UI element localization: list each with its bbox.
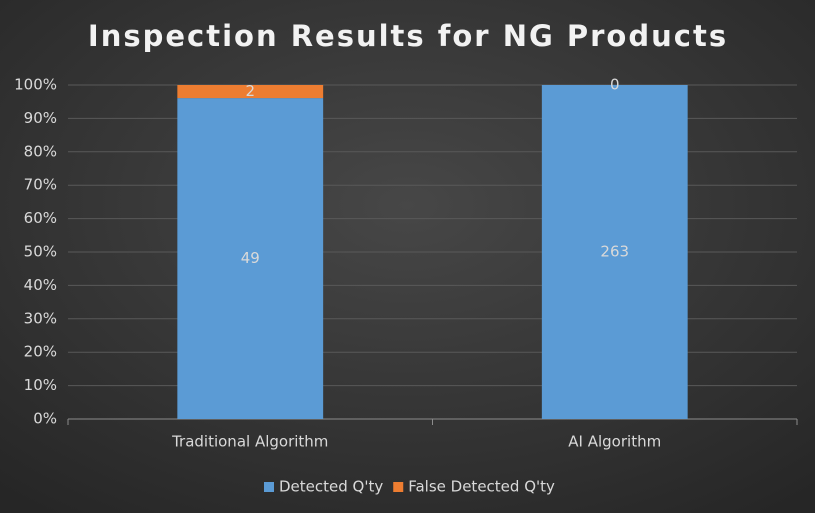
y-tick-label: 90%: [24, 109, 57, 127]
data-label: 2: [245, 82, 255, 100]
x-tick-label: AI Algorithm: [568, 433, 661, 451]
y-tick-label: 10%: [24, 376, 57, 394]
legend-label: Detected Q'ty: [279, 478, 383, 496]
data-label: 263: [600, 243, 629, 261]
y-tick-label: 100%: [14, 76, 57, 94]
data-label: 49: [241, 249, 260, 267]
y-tick-label: 30%: [24, 309, 57, 327]
y-tick-label: 50%: [24, 243, 57, 261]
bar-segment: [541, 85, 688, 419]
y-tick-label: 40%: [24, 276, 57, 294]
y-tick-label: 80%: [24, 142, 57, 160]
y-tick-label: 70%: [24, 176, 57, 194]
y-tick-label: 20%: [24, 343, 57, 361]
data-label: 0: [610, 76, 620, 94]
y-tick-label: 0%: [33, 410, 57, 428]
x-tick-label: Traditional Algorithm: [171, 433, 328, 451]
y-tick-label: 60%: [24, 209, 57, 227]
legend-swatch: [393, 482, 404, 492]
chart-title: Inspection Results for NG Products: [88, 19, 728, 53]
legend-swatch: [264, 482, 274, 492]
legend-label: False Detected Q'ty: [408, 478, 555, 496]
bar-segment: [177, 98, 324, 420]
bar-segment: [177, 85, 324, 99]
